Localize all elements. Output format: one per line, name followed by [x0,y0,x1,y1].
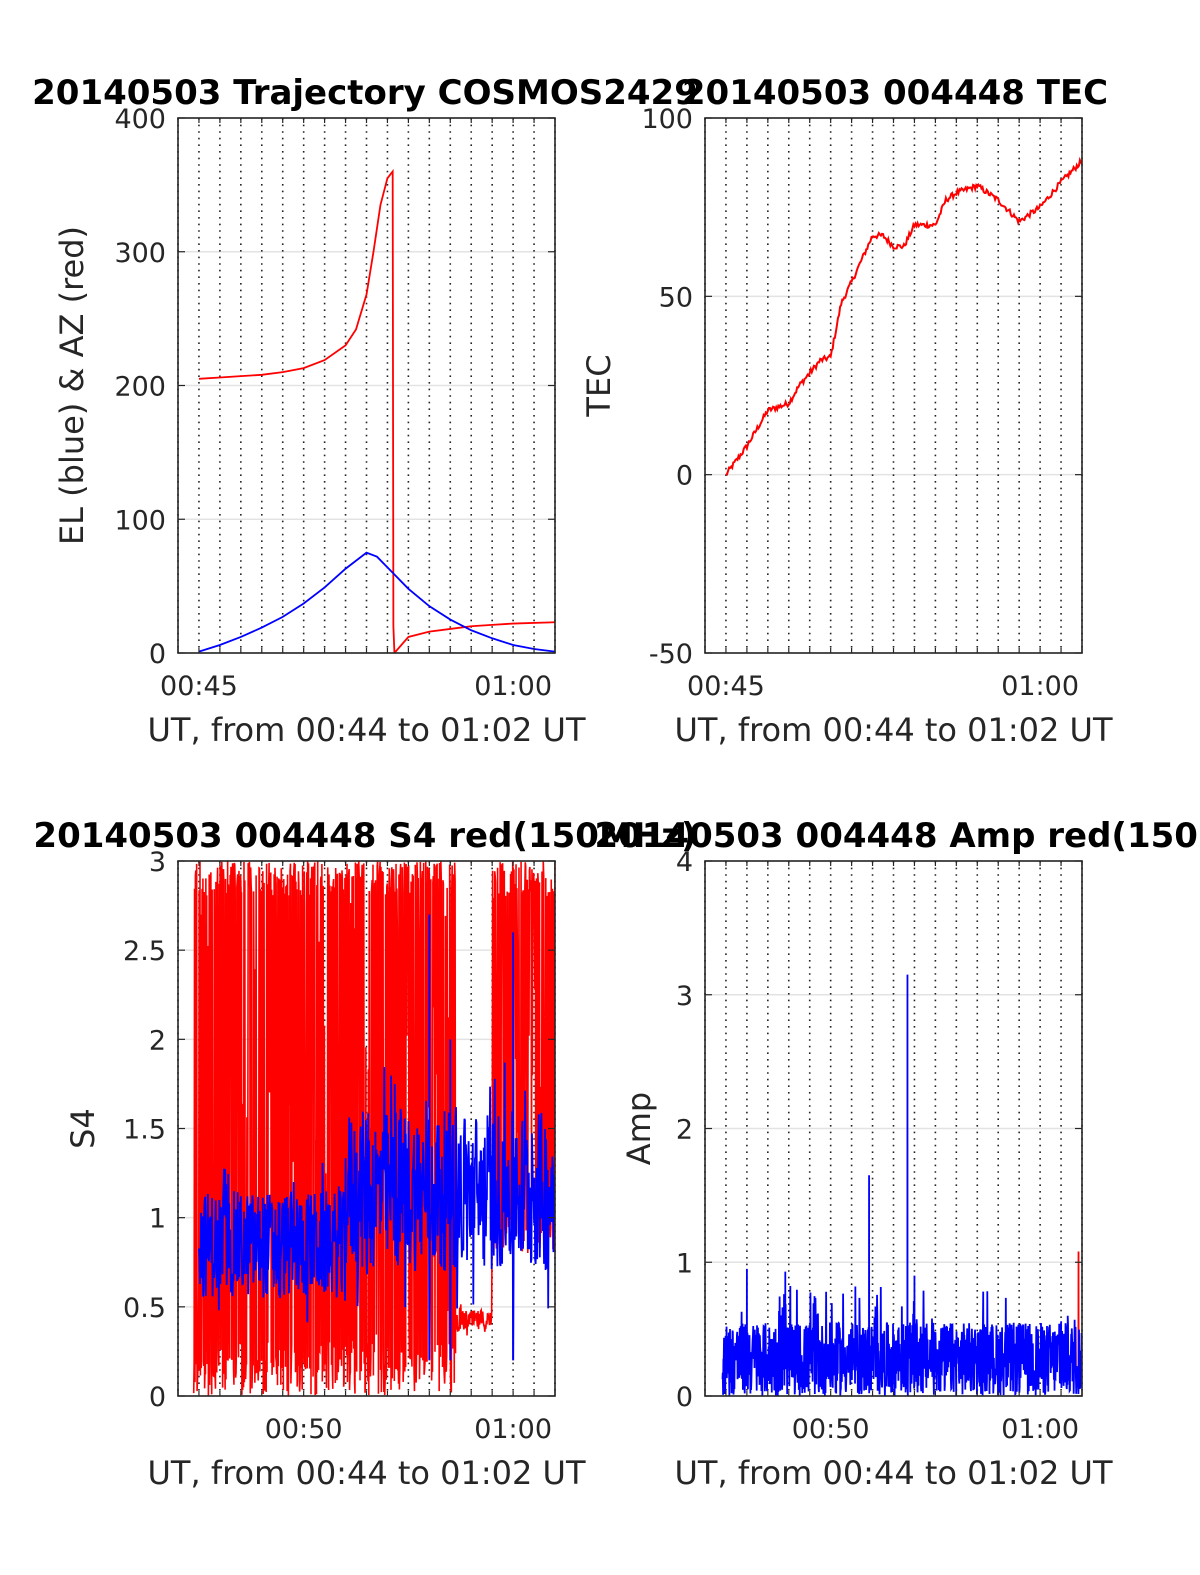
y-tick-label: 0 [676,461,693,492]
y-tick-label: 0 [149,639,166,670]
chart-title: 20140503 004448 S4 red(150MHz) [33,816,696,856]
y-tick-label: 1.5 [123,1115,166,1146]
y-tick-label: 100 [641,104,693,135]
y-axis-label: TEC [580,354,618,417]
series-line [198,551,555,653]
series-line [721,974,1082,1396]
y-axis-label: Amp [620,1092,658,1165]
chart-trajectory: 0 100 200 300 400 00:45 01:00 UT, from 00:44 to… [32,73,698,749]
y-tick-label: 300 [114,238,166,269]
y-tick-label: 0.5 [123,1293,166,1324]
y-axis-label: EL (blue) & AZ (red) [53,226,91,545]
y-tick-label: 50 [659,282,693,313]
plot-area [725,156,1082,476]
series-line [198,168,555,653]
chart-amp: 0 1 2 3 4 00:50 01:00 UT, from 00:44 to 01:02 U… [594,816,1200,1492]
y-tick-label: 100 [114,505,166,536]
y-tick-label: 1 [676,1248,693,1279]
y-tick-label: 0 [149,1382,166,1413]
x-tick-label: 01:00 [474,1414,552,1445]
x-axis-label: UT, from 00:44 to 01:02 UT [675,711,1113,749]
x-tick-label: 01:00 [1001,1414,1079,1445]
y-tick-label: 2.5 [123,936,166,967]
series-line [198,914,555,1361]
chart-title: 20140503 004448 Amp red(150MHz) [594,816,1200,856]
chart-tec: -50 0 50 100 00:45 01:00 UT, from 00:44 to 01:… [580,73,1113,749]
y-tick-label: 4 [676,847,693,878]
y-tick-label: -50 [649,639,693,670]
y-tick-label: 2 [149,1025,166,1056]
y-tick-label: 3 [149,847,166,878]
y-tick-label: 400 [114,104,166,135]
y-tick-label: 1 [149,1204,166,1235]
chart-title: 20140503 004448 TEC [682,73,1108,113]
x-axis-label: UT, from 00:44 to 01:02 UT [148,1454,586,1492]
series-line [725,156,1082,476]
x-tick-label: 00:50 [792,1414,870,1445]
plot-area [192,861,555,1396]
x-tick-label: 01:00 [474,671,552,702]
x-axis-label: UT, from 00:44 to 01:02 UT [148,711,586,749]
y-tick-label: 0 [676,1382,693,1413]
y-tick-label: 2 [676,1115,693,1146]
x-tick-label: 00:50 [265,1414,343,1445]
plot-area [198,168,555,653]
y-axis-label: S4 [64,1108,102,1149]
x-tick-label: 00:45 [687,671,765,702]
x-axis-label: UT, from 00:44 to 01:02 UT [675,1454,1113,1492]
series-line [192,861,555,1396]
y-tick-label: 200 [114,372,166,403]
y-tick-label: 3 [676,981,693,1012]
x-tick-label: 01:00 [1001,671,1079,702]
chart-s4: 0 0.5 1 1.5 2 2.5 3 00:50 01:00 UT, from 00:44 to… [33,816,696,1492]
plot-area [721,974,1082,1396]
chart-title: 20140503 Trajectory COSMOS2429 [32,73,698,113]
x-tick-label: 00:45 [160,671,238,702]
